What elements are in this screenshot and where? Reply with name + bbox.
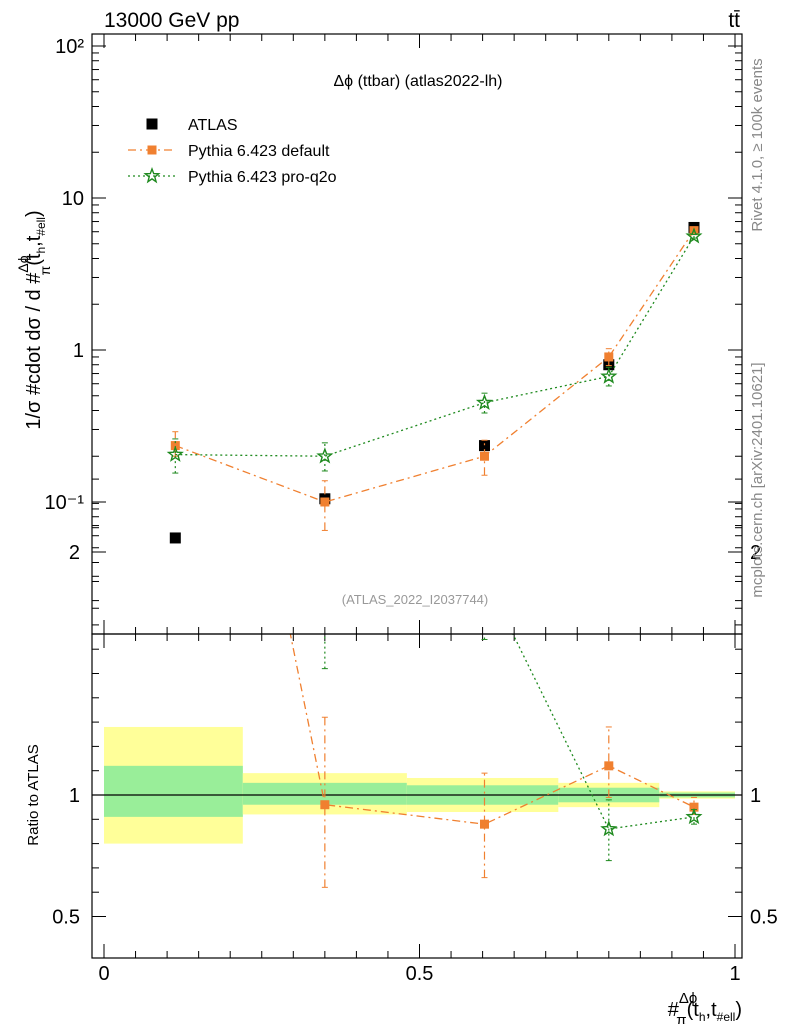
data-point: [600, 367, 618, 384]
ratio-series-line: [512, 634, 695, 830]
ratio-plot: [289, 564, 703, 888]
ratio-point: [604, 761, 614, 771]
svg-text:#Δϕπ(th,t#ell): #Δϕ π(th,t#ell): [668, 990, 742, 1024]
ratio-y-tick-label-right: 1: [750, 785, 761, 807]
main-title: Δϕ (ttbar) (atlas2022-lh): [333, 73, 502, 90]
x-tick-label: 1: [729, 963, 740, 985]
ratio-bands: [92, 726, 742, 844]
main-y-tick-label: 10⁻¹: [45, 492, 85, 514]
watermark: (ATLAS_2022_I2037744): [342, 592, 488, 607]
main-y-tick-label: 1: [73, 340, 84, 362]
legend: ATLAS Pythia 6.423 default Pythia 6.423 pr…: [128, 117, 337, 186]
legend-label: Pythia 6.423 pro-q2o: [188, 169, 337, 186]
legend-marker: [143, 166, 161, 184]
series-0: [169, 221, 700, 544]
data-point: [479, 451, 489, 461]
series-1: [170, 226, 699, 531]
svg-text:1/σ #cdot dσ / d #Δϕπ(th,t#ell: 1/σ #cdot dσ / d #Δϕ π(th,t#ell): [15, 210, 53, 429]
main-panel: 10⁻¹ 1 10 10² Δϕ (ttbar) (atlas2022-lh) (AT…: [45, 34, 742, 634]
data-point: [475, 393, 494, 411]
series-2: [166, 227, 703, 474]
ratio-y-axis-label: Ratio to ATLAS: [25, 744, 42, 845]
legend-label: ATLAS: [188, 117, 238, 134]
source-label: mcplots.cern.ch [arXiv:2401.10621]: [749, 362, 766, 597]
ratio-y-tick-label-right: 0.5: [750, 907, 778, 929]
legend-entry: ATLAS: [146, 117, 238, 134]
ratio-point: [600, 819, 618, 837]
ratio-series-line: [289, 634, 695, 825]
ratio-point: [478, 569, 491, 582]
data-point: [169, 532, 181, 544]
ratio-panel: 0.5 0.5 1 1 2 2 0 0.5 1: [52, 478, 778, 985]
ratio-point: [479, 819, 489, 829]
ratio-series-1: [318, 564, 703, 862]
legend-marker: [146, 118, 158, 130]
legend-entry: Pythia 6.423 pro-q2o: [128, 166, 337, 186]
process-label: tt̄: [728, 9, 740, 32]
data-point: [604, 352, 614, 362]
rivet-label: Rivet 4.1.0, ≥ 100k events: [749, 58, 766, 231]
main-plot: [166, 221, 703, 544]
ratio-frame: [91, 633, 743, 959]
data-point: [685, 227, 703, 244]
ratio-point: [685, 807, 703, 825]
x-tick-label: 0.5: [406, 963, 434, 985]
ratio-y-tick-label: 1: [69, 785, 80, 807]
main-y-tick-label: 10²: [55, 36, 84, 58]
series-line: [175, 235, 695, 457]
ratio-y-tick-label-right: 2: [750, 542, 761, 564]
ratio-inner-band: [104, 765, 243, 817]
ratio-y-tick-label: 2: [69, 542, 80, 564]
series-line: [175, 230, 695, 503]
main-y-axis-label: 1/σ #cdot dσ / d #Δϕ π(th,t#ell): [15, 210, 53, 429]
data-point: [166, 445, 184, 462]
ratio-point: [689, 802, 699, 812]
x-axis-label: #Δϕ π(th,t#ell): [668, 990, 742, 1024]
data-point: [320, 497, 330, 507]
legend-entry: Pythia 6.423 default: [128, 143, 330, 160]
data-point: [316, 447, 334, 464]
ratio-axes: 0.5 0.5 1 1 2 2 0 0.5 1: [52, 478, 778, 985]
energy-label: 13000 GeV pp: [104, 9, 239, 32]
data-point: [478, 440, 490, 452]
legend-marker: [147, 145, 157, 155]
x-tick-label: 0: [98, 963, 109, 985]
legend-label: Pythia 6.423 default: [188, 143, 330, 160]
main-y-tick-label: 10: [62, 188, 84, 210]
ratio-series-0: [289, 634, 699, 888]
main-axes: 10⁻¹ 1 10 10²: [45, 34, 742, 634]
ratio-y-tick-label: 0.5: [52, 907, 80, 929]
ratio-point: [318, 564, 331, 577]
ratio-point: [320, 800, 330, 810]
